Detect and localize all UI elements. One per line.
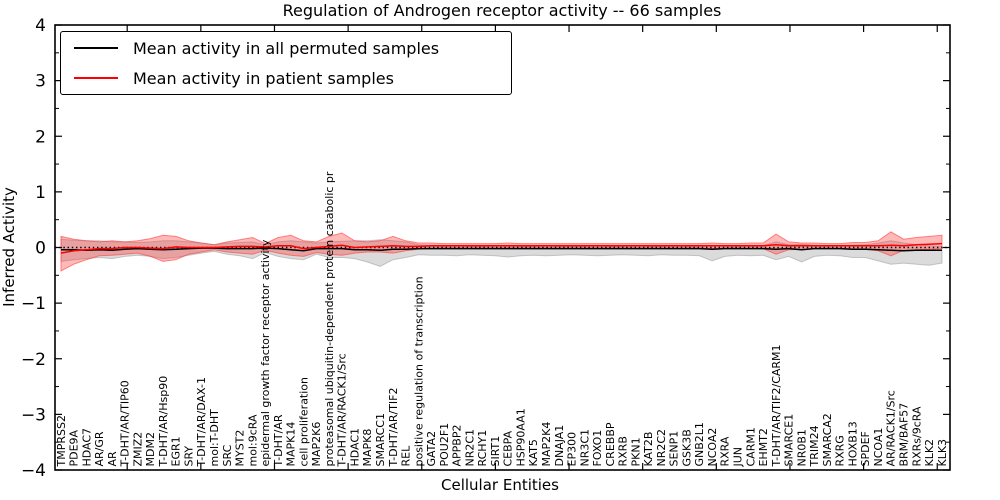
x-category-label: positive regulation of transcription bbox=[412, 276, 425, 466]
x-category-label: SMARCA2 bbox=[821, 413, 834, 466]
x-axis-label: Cellular Entities bbox=[441, 476, 559, 494]
x-category-label: SRY bbox=[182, 446, 195, 467]
chart-title: Regulation of Androgen receptor activity… bbox=[283, 1, 722, 20]
y-tick-label: −3 bbox=[21, 405, 46, 425]
legend-label-patient: Mean activity in patient samples bbox=[133, 68, 394, 88]
y-tick-label: 3 bbox=[35, 72, 46, 92]
x-category-label: T-DHT/AR/TIP60 bbox=[119, 380, 132, 467]
legend-line-patient-icon bbox=[74, 77, 118, 79]
x-category-label: MAP2K4 bbox=[540, 422, 553, 467]
x-category-label: REL bbox=[400, 445, 413, 467]
x-category-label: proteasomal ubiquitin-dependent protein … bbox=[323, 171, 336, 466]
x-category-label: GATA2 bbox=[425, 431, 438, 467]
x-category-label: SMARCE1 bbox=[783, 414, 796, 467]
x-category-label: JUN bbox=[732, 447, 745, 468]
x-category-label: KAT2B bbox=[642, 432, 655, 467]
x-category-label: AR bbox=[106, 451, 119, 467]
x-category-label: HOXB13 bbox=[846, 421, 859, 466]
x-category-label: mol:T-DHT bbox=[208, 409, 221, 467]
y-tick-label: 4 bbox=[35, 16, 46, 36]
x-category-label: T-DHT/AR bbox=[272, 414, 285, 467]
x-category-label: SENP1 bbox=[668, 431, 681, 467]
legend-entry-patient: Mean activity in patient samples bbox=[61, 63, 511, 93]
x-category-label: PDE9A bbox=[68, 429, 81, 466]
x-category-label: MDM2 bbox=[144, 432, 157, 466]
x-category-label: NR3C1 bbox=[578, 429, 591, 467]
y-tick-label: −2 bbox=[21, 350, 46, 370]
x-category-label: PKN1 bbox=[629, 437, 642, 466]
x-category-label: NR2C2 bbox=[655, 429, 668, 467]
x-category-label: CEBPA bbox=[502, 430, 515, 466]
x-category-label: KLK2 bbox=[923, 439, 936, 467]
x-category-label: CARM1 bbox=[744, 427, 757, 466]
x-category-label: MAPK14 bbox=[285, 422, 298, 467]
x-category-label: T-DHT/AR/TIF2 bbox=[387, 387, 400, 467]
x-category-label: RXRA bbox=[719, 436, 732, 466]
x-category-label: NR0B1 bbox=[795, 429, 808, 466]
x-category-label: HDAC7 bbox=[80, 428, 93, 467]
x-category-label: AR/RACK1/Src bbox=[885, 390, 898, 466]
x-category-label: HSP90AA1 bbox=[514, 408, 527, 466]
x-category-label: GNB2L1 bbox=[693, 422, 706, 466]
x-category-label: EGR1 bbox=[170, 436, 183, 466]
x-category-label: EHMT2 bbox=[757, 428, 770, 466]
y-tick-label: −4 bbox=[21, 461, 46, 481]
y-tick-label: 1 bbox=[35, 183, 46, 203]
y-axis-label: Inferred Activity bbox=[0, 187, 18, 307]
line-patient-mean bbox=[60, 242, 943, 254]
legend: Mean activity in all permuted samples Me… bbox=[60, 31, 512, 95]
x-category-label: SMARCC1 bbox=[374, 413, 387, 466]
x-category-label: POU2F1 bbox=[438, 423, 451, 467]
x-category-label: DNAJA1 bbox=[553, 425, 566, 467]
x-category-label: T-DHT/AR/RACK1/Src bbox=[336, 353, 349, 467]
x-category-label: NR2C1 bbox=[463, 429, 476, 467]
x-category-label: RXRB bbox=[617, 436, 630, 466]
x-category-label: SPDEF bbox=[859, 431, 872, 466]
x-category-label: cell proliferation bbox=[297, 377, 310, 467]
x-category-label: T-DHT/AR/Hsp90 bbox=[157, 376, 170, 468]
y-tick-label: −1 bbox=[21, 294, 46, 314]
x-category-label: NCOA2 bbox=[706, 428, 719, 467]
x-category-label: AR/GR bbox=[93, 431, 106, 466]
legend-line-permuted-icon bbox=[74, 47, 118, 49]
x-category-label: RXRs/9cRA bbox=[910, 406, 923, 467]
x-category-label: EP300 bbox=[566, 432, 579, 467]
x-category-label: BRM/BAF57 bbox=[897, 403, 910, 467]
x-category-label: APPBP2 bbox=[451, 425, 464, 467]
x-category-label: NCOA1 bbox=[872, 428, 885, 467]
x-category-label: TMPRSS2 bbox=[55, 415, 68, 467]
x-category-label: MYST2 bbox=[234, 430, 247, 467]
y-tick-label: 2 bbox=[35, 127, 46, 147]
x-category-label: SRC bbox=[221, 444, 234, 466]
legend-entry-permuted: Mean activity in all permuted samples bbox=[61, 33, 511, 63]
x-category-label: RCHY1 bbox=[476, 430, 489, 467]
x-category-label: HDAC1 bbox=[348, 428, 361, 467]
x-category-label: SIRT1 bbox=[489, 436, 502, 467]
x-category-label: KLK3 bbox=[936, 439, 949, 467]
x-category-label: CREBBP bbox=[604, 422, 617, 466]
x-category-label: ZMIZ2 bbox=[131, 432, 144, 467]
x-category-label: GSK3B bbox=[680, 429, 693, 466]
x-category-label: MAP2K6 bbox=[310, 422, 323, 467]
x-category-label: T-DHT/AR/DAX-1 bbox=[195, 377, 208, 467]
x-category-label: mol:9cRA bbox=[246, 414, 259, 466]
legend-label-permuted: Mean activity in all permuted samples bbox=[133, 38, 440, 58]
x-category-label: RXRG bbox=[834, 435, 847, 466]
x-category-label: MAPK8 bbox=[361, 429, 374, 467]
band-patient-samples-std-band bbox=[60, 231, 943, 272]
x-category-label: KAT5 bbox=[527, 439, 540, 466]
x-category-label: TRIM24 bbox=[808, 425, 821, 467]
x-category-label: FOXO1 bbox=[591, 430, 604, 467]
x-category-label: epidermal growth factor receptor activit… bbox=[259, 239, 272, 466]
y-tick-label: 0 bbox=[35, 239, 46, 259]
x-category-label: T-DHT/AR/TIF2/CARM1 bbox=[770, 344, 783, 467]
